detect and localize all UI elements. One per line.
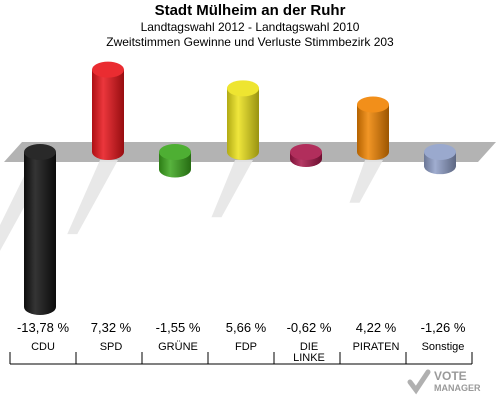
bar-bottom-cap [357,144,389,160]
category-label: FDP [235,341,257,353]
bar-body [92,69,124,152]
category-label: SPD [100,341,123,353]
bar-top-cap [290,144,322,160]
bar-shadow [211,160,253,218]
chart-subtitle-1: Landtagswahl 2012 - Landtagswahl 2010 [140,20,360,34]
bar-body [24,152,56,308]
bar-top-cap [24,144,56,160]
value-label: -1,55 % [156,320,201,335]
bar-bottom-cap [227,144,259,160]
bar-top-cap [357,96,389,113]
chart-title: Stadt Mülheim an der Ruhr [154,2,346,19]
value-label: -1,26 % [421,320,466,335]
votemanager-logo: VOTE MANAGER [407,369,481,395]
bar-top-cap [159,144,191,160]
category-label: CDU [31,341,55,353]
category-label: DIE LINKE [293,341,325,364]
bar-bottom-cap [92,144,124,160]
category-label: Sonstige [422,341,465,353]
logo-text: VOTE [434,369,467,383]
category-label: PIRATEN [353,341,400,353]
bar-die-linke [290,144,322,167]
value-label: -13,78 % [17,320,69,335]
bar-fdp [227,80,259,160]
chart-subtitle-2: Zweitstimmen Gewinne und Verluste Stimmb… [106,35,394,49]
bar-shadow [67,160,118,235]
bar-spd [92,61,124,160]
bar-piraten [357,96,389,160]
bar-top-cap [424,144,456,160]
bar-bottom-cap [24,299,56,316]
bar-body [227,88,259,152]
bar-grüne [159,144,191,178]
bar-bottom-cap [159,161,191,178]
bar-top-cap [227,80,259,97]
bar-shadow [349,160,383,203]
value-label: 7,32 % [91,320,132,335]
bar-cdu [24,144,56,316]
chart-titles: Stadt Mülheim an der Ruhr Landtagswahl 2… [0,2,500,50]
logo-subtext: MANAGER [434,383,481,393]
category-label: GRÜNE [158,341,198,353]
bar-bottom-cap [424,158,456,175]
value-label: -0,62 % [287,320,332,335]
bar-sonstige [424,144,456,175]
bar-top-cap [92,61,124,78]
value-label: 5,66 % [226,320,267,335]
checkmark-icon [407,369,431,395]
value-label: 4,22 % [356,320,397,335]
